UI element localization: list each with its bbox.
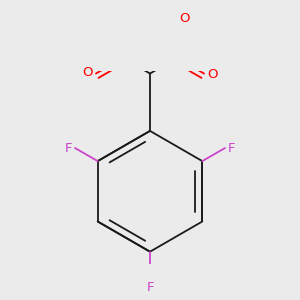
Text: O: O: [208, 68, 218, 81]
Text: F: F: [146, 281, 154, 294]
Text: O: O: [179, 12, 190, 25]
Text: F: F: [228, 142, 236, 154]
Text: F: F: [64, 142, 72, 154]
Text: O: O: [82, 66, 92, 79]
